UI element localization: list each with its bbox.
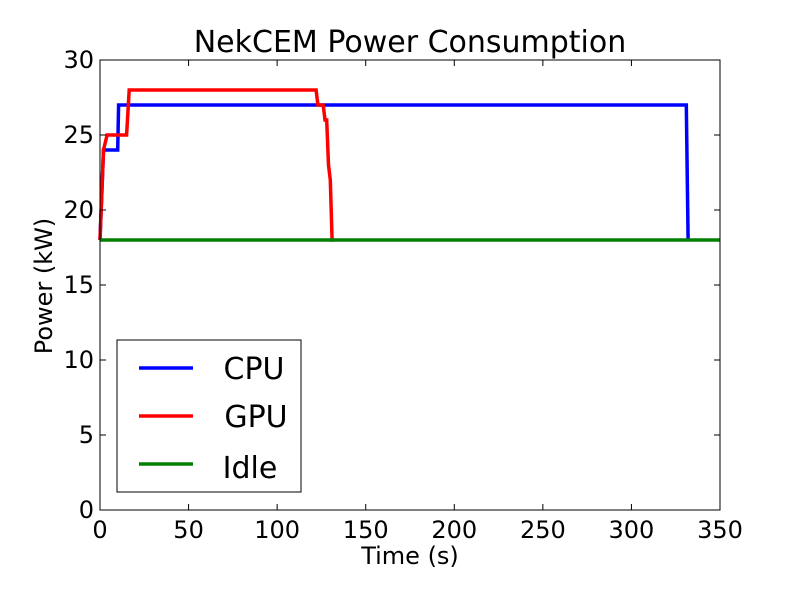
x-tick-label: 200 [431, 516, 477, 544]
x-tick-label: 0 [92, 516, 107, 544]
legend: CPU GPU Idle [116, 339, 302, 493]
x-tick-label: 300 [609, 516, 655, 544]
y-tick-label: 0 [79, 496, 94, 524]
y-tick-label: 20 [63, 196, 94, 224]
legend-label-cpu: CPU [224, 352, 285, 387]
x-tick-label: 50 [173, 516, 204, 544]
x-tick-label: 150 [343, 516, 389, 544]
x-axis-label: Time (s) [360, 542, 459, 570]
legend-label-idle: Idle [223, 451, 278, 486]
y-axis-label: Power (kW) [30, 218, 58, 355]
y-tick-label: 5 [79, 421, 94, 449]
series-line-cpu [98, 103, 690, 241]
chart-title: NekCEM Power Consumption [194, 25, 627, 60]
y-tick-label: 15 [63, 271, 94, 299]
plot-area: 0 50 100 150 200 250 300 350 0 5 10 15 20 25 30 [63, 46, 742, 544]
x-tick-label: 100 [254, 516, 300, 544]
x-tick-label: 250 [520, 516, 566, 544]
x-tick-label: 350 [697, 516, 743, 544]
legend-label-gpu: GPU [224, 400, 287, 435]
y-tick-label: 25 [63, 121, 94, 149]
y-tick-label: 30 [63, 46, 94, 74]
series-line-gpu [98, 88, 334, 242]
y-tick-label: 10 [63, 346, 94, 374]
